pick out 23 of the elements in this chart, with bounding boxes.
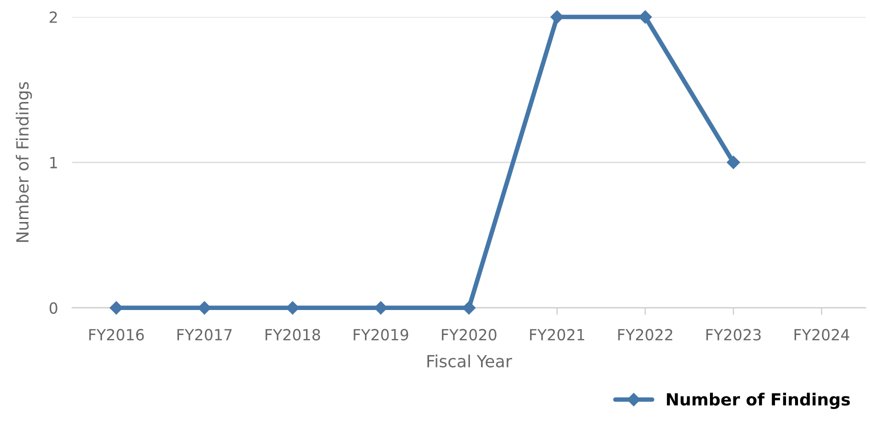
y-tick-label: 1 [50, 157, 57, 168]
x-tick-label: FY2017 [177, 328, 232, 340]
point [550, 10, 564, 24]
point [198, 301, 212, 314]
x-tick-label: FY2019 [354, 328, 408, 340]
point [286, 301, 300, 314]
point [638, 10, 652, 24]
y-tick-label: 0 [50, 302, 58, 314]
y-axis-title: Number of Findings [16, 82, 32, 242]
point [374, 301, 388, 314]
x-tick-label: FY2020 [442, 328, 496, 340]
x-tick-label: FY2018 [266, 328, 320, 340]
x-tick-label: FY2016 [89, 328, 144, 340]
x-tick-label: FY2021 [530, 328, 584, 340]
y-tick-label: 2 [50, 11, 57, 23]
x-axis-title: Fiscal Year [427, 354, 512, 368]
x-tick-label: FY2023 [706, 328, 761, 340]
point [110, 301, 123, 314]
point [462, 301, 476, 314]
point [726, 156, 740, 169]
legend-label: Number of Findings [666, 392, 850, 409]
x-tick-label: FY2024 [794, 328, 850, 340]
x-tick-label: FY2022 [618, 328, 672, 340]
